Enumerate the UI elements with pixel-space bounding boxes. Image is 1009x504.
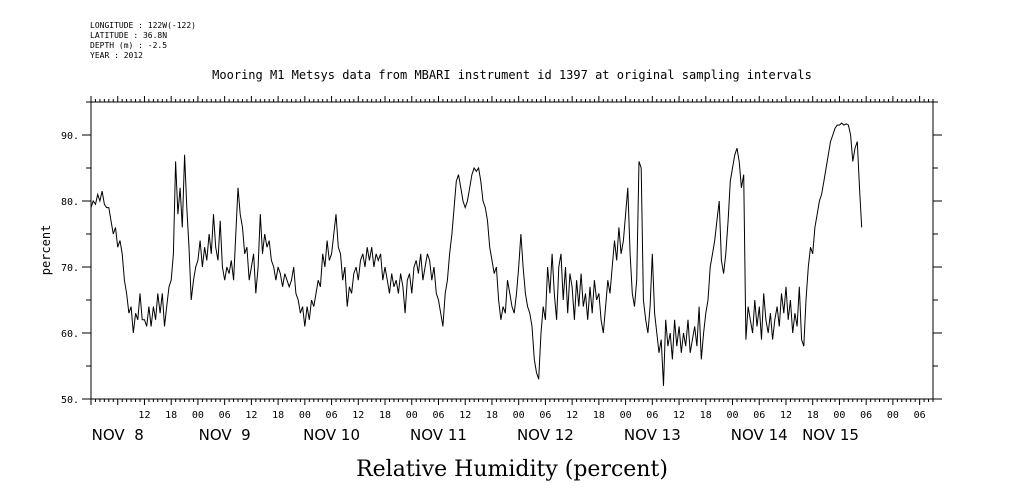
x-day-label: NOV 12: [517, 426, 574, 444]
series-line-relative-humidity: [90, 122, 863, 386]
x-tick-label: 00: [299, 410, 311, 421]
x-tick-label: 06: [432, 410, 444, 421]
plot-frame: [90, 101, 934, 400]
x-tick-label: 00: [727, 410, 739, 421]
axis-ticks: [82, 96, 942, 405]
x-tick-label: 18: [272, 410, 284, 421]
x-tick-label: 00: [620, 410, 632, 421]
x-tick-label: 12: [459, 410, 471, 421]
x-tick-label: 12: [780, 410, 792, 421]
x-tick-label: 18: [807, 410, 819, 421]
header-year: YEAR : 2012: [90, 51, 143, 60]
x-tick-label: 06: [860, 410, 872, 421]
x-day-label: NOV 8: [92, 426, 144, 444]
x-axis-day-labels: NOV 8 NOV 9 NOV 10 NOV 11 NOV 12 NOV 13 NOV 14…: [92, 426, 859, 444]
x-tick-label: 06: [539, 410, 551, 421]
y-tick-label: 60.: [61, 329, 79, 340]
y-tick-label: 70.: [61, 263, 79, 274]
x-tick-label: 18: [165, 410, 177, 421]
y-axis-labels: 50. 60. 70. 80. 90.: [61, 131, 79, 406]
x-tick-label: 06: [914, 410, 926, 421]
y-tick-label: 80.: [61, 197, 79, 208]
x-tick-label: 00: [513, 410, 525, 421]
x-tick-label: 00: [833, 410, 845, 421]
x-tick-label: 18: [486, 410, 498, 421]
x-tick-label: 12: [352, 410, 364, 421]
header-longitude: LONGITUDE : 122W(-122): [90, 21, 196, 30]
x-day-label: NOV 9: [199, 426, 251, 444]
x-day-label: NOV 15: [802, 426, 859, 444]
x-tick-label: 18: [379, 410, 391, 421]
chart-title: Mooring M1 Metsys data from MBARI instru…: [212, 68, 812, 82]
x-tick-label: 06: [646, 410, 658, 421]
x-tick-label: 12: [673, 410, 685, 421]
x-tick-label: 12: [138, 410, 150, 421]
x-tick-label: 00: [192, 410, 204, 421]
x-axis-title: Relative Humidity (percent): [356, 457, 668, 482]
x-tick-label: 06: [219, 410, 231, 421]
y-tick-label: 50.: [61, 395, 79, 406]
x-day-label: NOV 13: [624, 426, 681, 444]
x-tick-label: 00: [887, 410, 899, 421]
x-tick-label: 00: [406, 410, 418, 421]
x-tick-label: 12: [566, 410, 578, 421]
y-tick-label: 90.: [61, 131, 79, 142]
x-tick-label: 06: [326, 410, 338, 421]
x-day-label: NOV 11: [410, 426, 467, 444]
x-tick-label: 12: [245, 410, 257, 421]
x-tick-label: 18: [700, 410, 712, 421]
x-tick-label: 06: [753, 410, 765, 421]
x-day-label: NOV 10: [303, 426, 360, 444]
header-depth: DEPTH (m) : -2.5: [90, 41, 167, 50]
y-axis-title: percent: [39, 225, 53, 276]
header-latitude: LATITUDE : 36.8N: [90, 31, 167, 40]
x-day-label: NOV 14: [731, 426, 788, 444]
x-tick-label: 18: [593, 410, 605, 421]
x-axis-tick-labels: 12 18 00 06 12 18 00 06 12 18 00 06 12 18 00 06 12 18 00 06…: [138, 410, 925, 421]
